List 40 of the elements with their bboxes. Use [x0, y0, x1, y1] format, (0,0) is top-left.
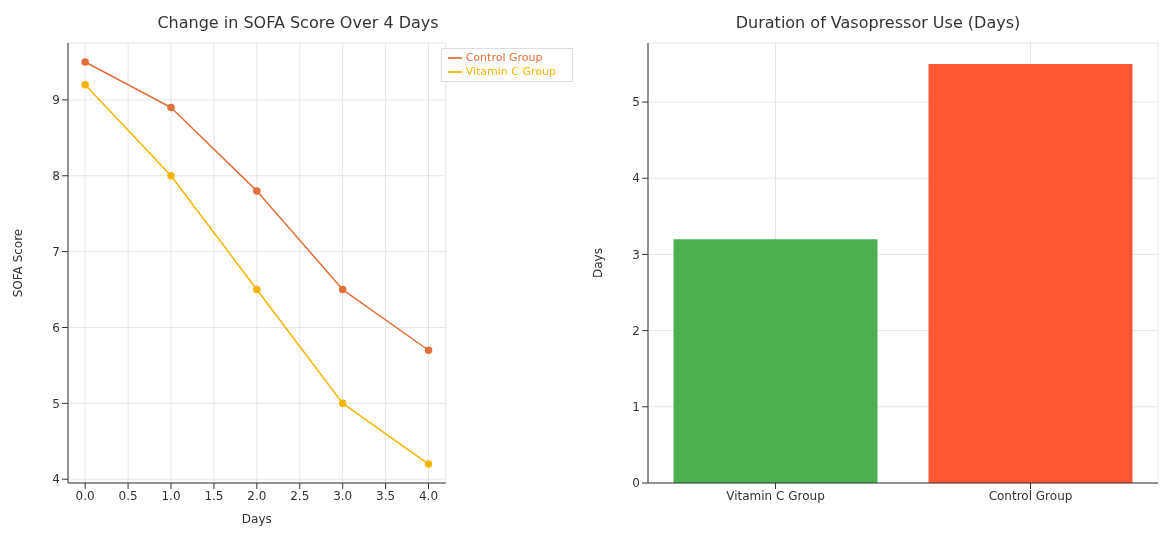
point: [424, 346, 433, 354]
x-tick-label: 3.5: [376, 488, 396, 503]
y-tick-label: 2: [632, 323, 640, 338]
x-tick-label: 3.0: [333, 488, 353, 503]
y-tick-label: 6: [52, 320, 60, 335]
x-tick-label: Vitamin C Group: [726, 488, 825, 503]
point: [167, 172, 175, 180]
y-tick-label: 5: [632, 95, 640, 110]
point: [167, 103, 175, 112]
y-tick-label: 3: [632, 247, 640, 262]
point: [81, 80, 89, 89]
y-axis-title: Days: [591, 248, 606, 278]
legend-label: Vitamin C Group: [465, 65, 556, 78]
x-tick-label: 0.5: [118, 488, 138, 503]
y-tick-label: 5: [52, 396, 60, 411]
y-axis-title: SOFA Score: [11, 228, 26, 298]
y-tick-label: 4: [52, 472, 60, 487]
y-tick-label: 7: [52, 244, 60, 259]
y-tick-label: 0: [632, 476, 640, 491]
y-tick-label: 8: [52, 169, 60, 184]
chart-title: Duration of Vasopressor Use (Days): [734, 12, 1022, 34]
x-axis-title: Days: [241, 512, 272, 526]
legend-label: Control Group: [465, 51, 543, 64]
x-tick-label: 1.0: [161, 488, 181, 503]
point: [424, 460, 433, 468]
x-tick-label: 4.0: [418, 488, 439, 503]
x-tick-label: 1.5: [204, 488, 224, 503]
y-tick-label: 1: [632, 400, 640, 415]
x-tick-label: 2.0: [247, 488, 267, 503]
x-tick-label: Control Group: [988, 488, 1073, 503]
point: [81, 58, 89, 66]
chart-title: Change in SOFA Score Over 4 Days: [156, 12, 440, 34]
y-tick-label: 4: [632, 171, 640, 186]
point: [253, 285, 261, 294]
point: [338, 399, 347, 408]
x-tick-label: 0.0: [75, 488, 95, 503]
x-tick-label: 2.5: [290, 488, 310, 503]
y-tick-label: 9: [52, 93, 60, 108]
point: [253, 187, 261, 195]
point: [338, 285, 347, 294]
